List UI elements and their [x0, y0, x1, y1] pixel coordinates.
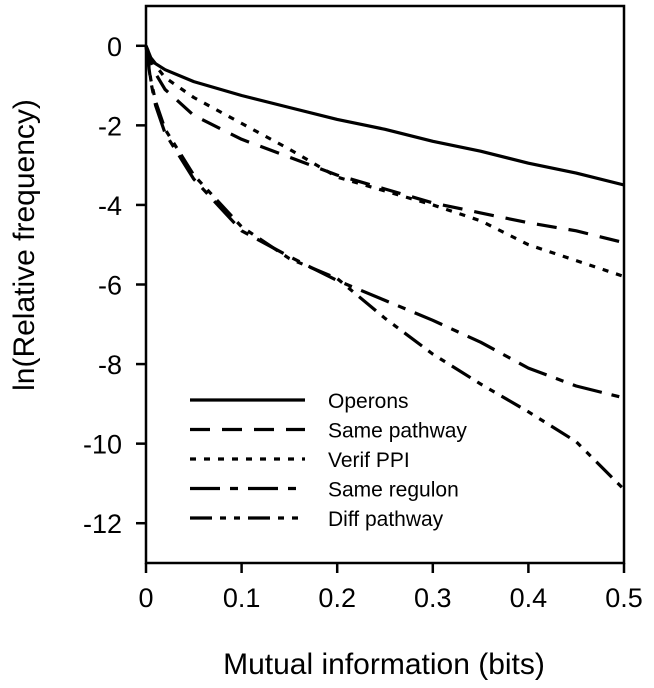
series-line-same-pathway [144, 45, 625, 245]
x-tick-label: 0 [138, 583, 153, 613]
series-line-operons [144, 45, 625, 187]
legend-label: Diff pathway [328, 508, 444, 531]
x-tick-label: 0.1 [223, 583, 261, 613]
y-tick-label: -6 [98, 271, 122, 301]
y-tick-label: -10 [83, 430, 122, 460]
y-axis-label: ln(Relative frequency) [8, 99, 41, 391]
x-tick-label: 0.4 [510, 583, 548, 613]
x-tick-label: 0.2 [318, 583, 356, 613]
legend-label: Same pathway [328, 420, 467, 443]
x-tick-label: 0.3 [414, 583, 452, 613]
x-tick-label: 0.5 [605, 583, 643, 613]
y-tick-label: -2 [98, 111, 122, 141]
y-tick-label: -4 [98, 191, 122, 221]
legend-label: Verif PPI [328, 449, 410, 472]
legend-label: Operons [328, 390, 409, 413]
legend-label: Same regulon [328, 479, 459, 502]
y-tick-label: -12 [83, 509, 122, 539]
y-tick-label: -8 [98, 350, 122, 380]
y-tick-label: 0 [107, 32, 122, 62]
series-line-verif-ppi [144, 45, 625, 279]
series-line-diff-pathway [144, 45, 626, 491]
series-line-same-regulon [144, 45, 625, 400]
x-axis-label: Mutual information (bits) [223, 648, 545, 681]
